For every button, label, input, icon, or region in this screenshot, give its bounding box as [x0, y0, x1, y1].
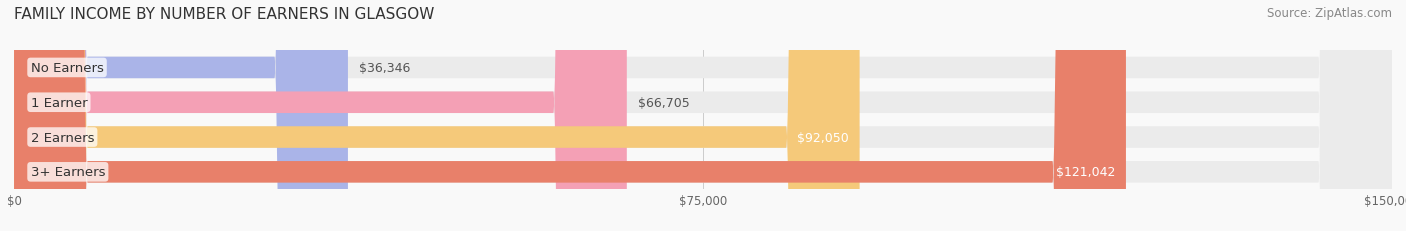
Text: 1 Earner: 1 Earner [31, 96, 87, 109]
FancyBboxPatch shape [14, 0, 627, 231]
Text: $36,346: $36,346 [359, 62, 411, 75]
Text: 2 Earners: 2 Earners [31, 131, 94, 144]
Text: 3+ Earners: 3+ Earners [31, 166, 105, 179]
FancyBboxPatch shape [14, 0, 1126, 231]
Text: No Earners: No Earners [31, 62, 104, 75]
FancyBboxPatch shape [14, 0, 347, 231]
Text: $92,050: $92,050 [797, 131, 849, 144]
FancyBboxPatch shape [14, 0, 1392, 231]
Text: $121,042: $121,042 [1056, 166, 1115, 179]
FancyBboxPatch shape [14, 0, 859, 231]
FancyBboxPatch shape [14, 0, 1392, 231]
Text: $66,705: $66,705 [638, 96, 689, 109]
Text: FAMILY INCOME BY NUMBER OF EARNERS IN GLASGOW: FAMILY INCOME BY NUMBER OF EARNERS IN GL… [14, 7, 434, 22]
FancyBboxPatch shape [14, 0, 1392, 231]
Text: Source: ZipAtlas.com: Source: ZipAtlas.com [1267, 7, 1392, 20]
FancyBboxPatch shape [14, 0, 1392, 231]
